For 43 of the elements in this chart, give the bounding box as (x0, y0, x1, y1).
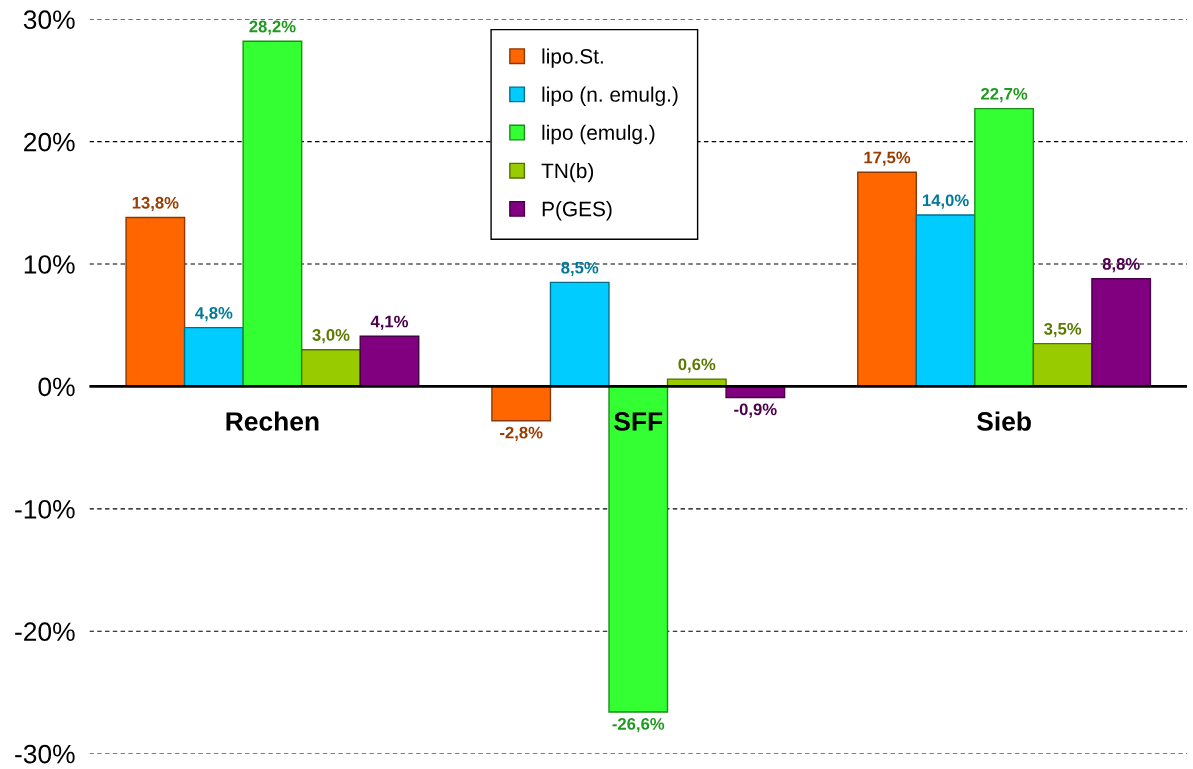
bar (857, 171, 917, 388)
x-tick-label: Rechen (226, 411, 319, 431)
bar (242, 40, 303, 388)
legend-label: lipo (emulg.) (542, 124, 655, 145)
y-tick-label: 30% (23, 10, 75, 30)
bar (974, 107, 1035, 388)
legend-label: lipo (n. emulg.) (542, 86, 678, 106)
y-tick-label: 0% (38, 377, 75, 397)
bar (300, 349, 361, 388)
data-label: 0,6% (678, 358, 716, 373)
legend-label: TN(b) (541, 162, 594, 183)
data-label: 17,5% (864, 151, 911, 166)
data-label: 8,8% (1102, 258, 1140, 273)
data-label: 4,1% (370, 315, 409, 330)
legend-label: P(GES) (542, 201, 612, 221)
x-tick-label: SFF (614, 412, 663, 431)
bar (1032, 342, 1093, 388)
legend-label: lipo.St. (542, 48, 603, 68)
y-tick-label: -30% (15, 744, 75, 764)
bar (915, 214, 976, 388)
y-tick-label: 10% (24, 255, 75, 274)
data-label: 13,8% (132, 196, 179, 212)
bar (608, 385, 669, 713)
y-tick-label: 20% (24, 132, 75, 152)
data-label: 22,7% (981, 87, 1028, 103)
data-label: 4,8% (195, 307, 233, 322)
data-label: 14,0% (922, 194, 969, 209)
data-label: -2,8% (500, 426, 543, 441)
data-label: 3,0% (312, 329, 350, 344)
data-label: -26,6% (612, 718, 665, 733)
data-label: 28,2% (249, 20, 296, 35)
data-label: -0,9% (734, 403, 777, 418)
bar (1091, 278, 1152, 388)
data-label: 8,5% (561, 261, 599, 276)
y-tick-label: -10% (15, 499, 75, 519)
bar (183, 326, 244, 388)
bar (359, 335, 420, 388)
bar (125, 216, 186, 388)
x-tick-label: Sieb (977, 411, 1031, 431)
data-label: 3,5% (1044, 322, 1082, 338)
bar (491, 385, 552, 422)
bar (549, 281, 610, 388)
y-tick-label: -20% (15, 622, 75, 642)
